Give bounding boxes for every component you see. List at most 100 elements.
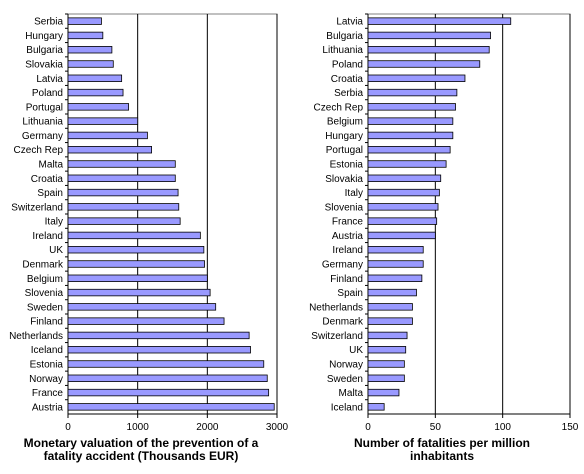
bar-latvia bbox=[67, 74, 123, 82]
category-label: Finland bbox=[330, 274, 363, 285]
category-label: Estonia bbox=[330, 160, 364, 171]
category-label: Portugal bbox=[326, 145, 363, 156]
category-label: Iceland bbox=[331, 402, 363, 413]
bar-hungary bbox=[367, 131, 454, 140]
category-label: Latvia bbox=[36, 74, 63, 85]
category-label: Slovakia bbox=[25, 60, 63, 71]
category-label: Lithuania bbox=[22, 117, 63, 128]
bar-denmark bbox=[367, 317, 413, 325]
bar-uk bbox=[367, 346, 407, 354]
bar-belgium bbox=[367, 117, 454, 125]
category-label: Hungary bbox=[325, 131, 363, 142]
bar-france bbox=[367, 217, 438, 225]
bar-slovenia bbox=[67, 288, 211, 297]
category-label: Norway bbox=[329, 360, 363, 371]
bar-germany bbox=[67, 131, 148, 140]
x-tick-label: 0 bbox=[65, 422, 71, 433]
bar-croatia bbox=[367, 74, 466, 82]
category-label: Germany bbox=[322, 260, 363, 271]
category-label: Austria bbox=[332, 231, 364, 242]
plot-frame bbox=[67, 13, 278, 415]
category-label: Hungary bbox=[25, 31, 63, 42]
category-label: Finland bbox=[30, 317, 63, 328]
bar-bulgaria bbox=[67, 46, 113, 54]
category-label: Malta bbox=[339, 388, 364, 399]
bar-sweden bbox=[67, 303, 217, 311]
bar-finland bbox=[367, 274, 423, 282]
bar-estonia bbox=[367, 160, 447, 168]
bar-slovakia bbox=[367, 174, 442, 182]
bar-norway bbox=[67, 374, 268, 382]
bar-netherlands bbox=[367, 303, 413, 311]
bar-czech-rep bbox=[67, 146, 152, 154]
bar-poland bbox=[367, 60, 481, 68]
bar-finland bbox=[67, 317, 225, 325]
bar-iceland bbox=[367, 403, 385, 411]
bar-portugal bbox=[367, 146, 451, 154]
category-label: France bbox=[32, 388, 64, 399]
category-label: Iceland bbox=[31, 345, 63, 356]
category-label: Germany bbox=[22, 131, 63, 142]
category-label: Denmark bbox=[22, 260, 64, 271]
category-label: Poland bbox=[32, 88, 63, 99]
x-axis-title-line: inhabitants bbox=[410, 449, 474, 463]
category-label: France bbox=[332, 217, 364, 228]
category-label: Slovakia bbox=[325, 174, 363, 185]
category-label: Slovenia bbox=[325, 202, 364, 213]
category-label: Sweden bbox=[327, 374, 363, 385]
category-label: Bulgaria bbox=[326, 31, 363, 42]
x-tick-label: 0 bbox=[365, 422, 371, 433]
category-label: Croatia bbox=[31, 174, 64, 185]
bar-ireland bbox=[67, 231, 201, 240]
bar-malta bbox=[67, 160, 176, 168]
bar-spain bbox=[367, 288, 417, 297]
bar-sweden bbox=[367, 374, 405, 382]
bar-malta bbox=[367, 388, 400, 397]
bar-germany bbox=[367, 260, 424, 268]
bar-austria bbox=[367, 231, 436, 240]
bar-lithuania bbox=[67, 117, 139, 125]
category-label: Spain bbox=[37, 188, 63, 199]
chart-left-monetary-valuation: 0 1000 2000 3000 Serbia Hungary Bulgaria Slovak… bbox=[9, 13, 289, 463]
bar-france bbox=[67, 388, 270, 397]
category-label: Denmark bbox=[322, 317, 364, 328]
bar-latvia bbox=[367, 17, 512, 25]
category-label: Belgium bbox=[327, 117, 363, 128]
category-label: Italy bbox=[345, 188, 363, 199]
bar-slovakia bbox=[67, 60, 114, 68]
bar-bulgaria bbox=[367, 31, 491, 40]
category-label: Estonia bbox=[30, 360, 64, 371]
bar-lithuania bbox=[367, 46, 490, 54]
category-label: Poland bbox=[332, 60, 363, 71]
category-label: Bulgaria bbox=[26, 45, 63, 56]
category-label: UK bbox=[349, 345, 363, 356]
bar-austria bbox=[67, 403, 275, 411]
category-label: Slovenia bbox=[25, 288, 64, 299]
category-label: Lithuania bbox=[322, 45, 363, 56]
bar-italy bbox=[367, 188, 440, 197]
bar-spain bbox=[67, 188, 179, 197]
bar-serbia bbox=[367, 88, 458, 97]
bar-croatia bbox=[67, 174, 176, 182]
category-label: Belgium bbox=[27, 274, 63, 285]
bar-serbia bbox=[67, 17, 102, 25]
x-axis-title-line: fatality accident (Thousands EUR) bbox=[44, 449, 239, 463]
bar-netherlands bbox=[67, 331, 250, 340]
bar-uk bbox=[67, 246, 205, 254]
bar-switzerland bbox=[67, 203, 180, 211]
x-tick-label: 100 bbox=[494, 422, 511, 433]
bar-poland bbox=[67, 88, 124, 97]
category-label: Croatia bbox=[331, 74, 364, 85]
category-label: Switzerland bbox=[311, 331, 363, 342]
category-label: Sweden bbox=[27, 302, 63, 313]
x-tick-label: 150 bbox=[562, 422, 579, 433]
x-tick-label: 1000 bbox=[127, 422, 150, 433]
bar-czech-rep bbox=[367, 103, 456, 111]
x-tick-label: 2000 bbox=[196, 422, 219, 433]
bar-denmark bbox=[67, 260, 205, 268]
category-label: Norway bbox=[29, 374, 63, 385]
category-label: Switzerland bbox=[11, 202, 63, 213]
category-label: Latvia bbox=[336, 17, 363, 28]
bar-hungary bbox=[67, 31, 104, 40]
bar-italy bbox=[67, 217, 181, 225]
